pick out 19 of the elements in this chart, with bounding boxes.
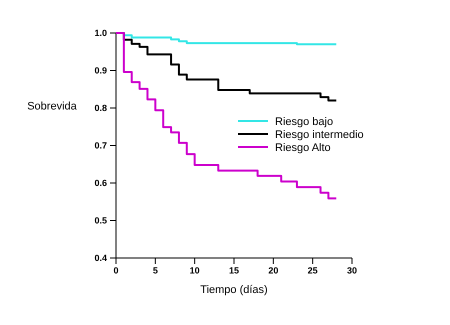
legend-label: Riesgo Alto (275, 142, 331, 154)
y-tick-label: 0.4 (94, 252, 107, 263)
x-tick-label: 15 (228, 265, 240, 276)
y-axis-title: Sobrevida (27, 100, 78, 112)
legend-label: Riesgo intermedio (275, 129, 364, 141)
y-tick-label: 1.0 (94, 28, 107, 38)
x-tick-label: 25 (308, 265, 318, 276)
y-tick-label: 0.5 (94, 215, 107, 226)
x-tick-label: 10 (190, 265, 200, 276)
y-tick-label: 0.8 (94, 102, 107, 113)
x-tick-label: 30 (346, 265, 358, 276)
x-tick-label: 5 (152, 265, 158, 276)
x-tick-label: 0 (113, 265, 119, 276)
y-tick-label: 0.6 (94, 178, 107, 188)
y-tick-label: 0.9 (94, 65, 107, 76)
x-axis-title: Tiempo (días) (200, 284, 268, 296)
legend-label: Riesgo bajo (275, 116, 334, 128)
y-tick-label: 0.7 (94, 140, 107, 150)
x-tick-label: 20 (268, 265, 278, 276)
